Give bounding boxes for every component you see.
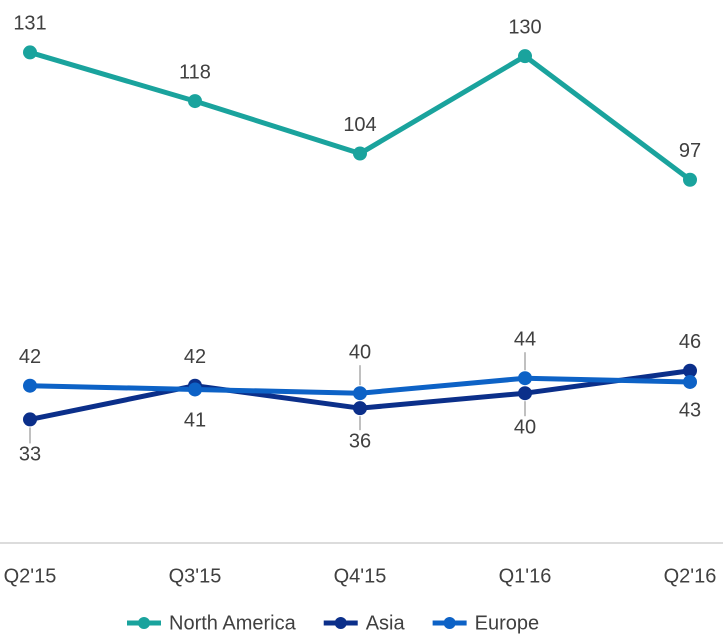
data-label: 40 xyxy=(349,341,371,363)
x-tick-label: Q4'15 xyxy=(334,565,387,587)
data-label: 118 xyxy=(179,61,211,83)
data-label: 130 xyxy=(508,16,541,38)
x-tick-label: Q1'16 xyxy=(499,565,552,587)
x-tick-label: Q2'16 xyxy=(664,565,717,587)
legend-label: North America xyxy=(169,612,297,634)
data-label: 97 xyxy=(679,140,701,162)
legend-marker xyxy=(443,617,456,629)
legend-label: Europe xyxy=(475,612,540,634)
data-point xyxy=(23,412,37,427)
data-label: 42 xyxy=(19,346,41,368)
data-point xyxy=(353,401,367,416)
data-label: 42 xyxy=(184,346,206,368)
data-label: 33 xyxy=(19,444,41,466)
data-point xyxy=(188,94,202,109)
data-point xyxy=(683,172,697,187)
x-tick-label: Q2'15 xyxy=(4,565,57,587)
data-label: 36 xyxy=(349,430,371,452)
data-point xyxy=(353,146,367,161)
data-label: 40 xyxy=(514,416,536,438)
data-label: 43 xyxy=(679,399,701,421)
data-point xyxy=(23,45,37,60)
data-point xyxy=(518,371,532,386)
data-point xyxy=(188,382,202,397)
data-point xyxy=(518,386,532,401)
data-label: 131 xyxy=(13,13,46,35)
data-label: 104 xyxy=(343,114,376,136)
data-label: 46 xyxy=(679,331,701,353)
data-point xyxy=(353,386,367,401)
legend-marker xyxy=(138,617,150,629)
data-point xyxy=(683,374,697,389)
legend-marker xyxy=(334,617,347,629)
legend-label: Asia xyxy=(366,612,406,634)
data-label: 44 xyxy=(514,329,536,351)
data-label: 41 xyxy=(184,410,206,432)
x-tick-label: Q3'15 xyxy=(169,565,222,587)
data-point xyxy=(518,49,532,64)
data-point xyxy=(23,378,37,393)
data-point xyxy=(683,363,697,378)
